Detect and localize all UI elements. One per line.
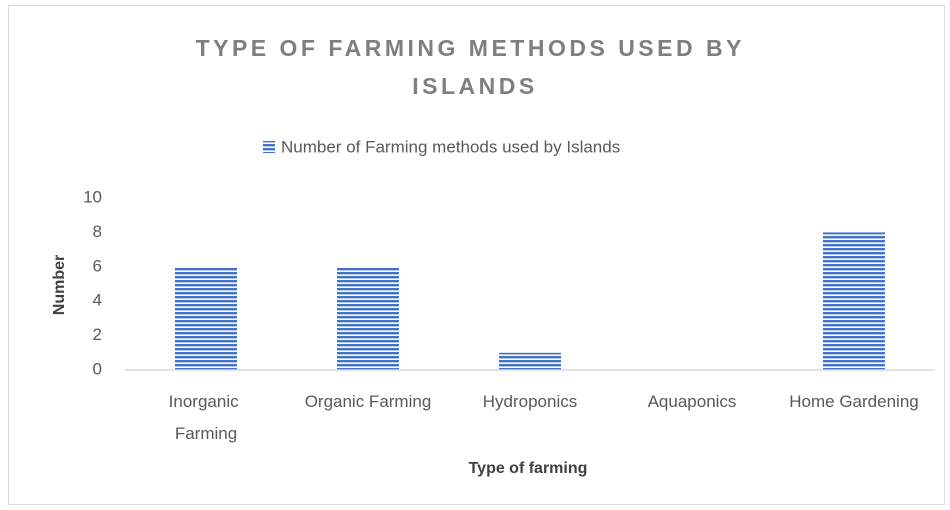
y-tick-label: 4 xyxy=(93,291,102,310)
legend-swatch xyxy=(263,141,275,153)
chart-title: TYPE OF FARMING METHODS USED BY ISLANDS xyxy=(196,35,755,99)
x-tick-label: Home Gardening xyxy=(789,392,918,411)
x-tick-label: Hydroponics xyxy=(483,392,578,411)
y-tick-label: 10 xyxy=(83,187,102,206)
y-tick-label: 8 xyxy=(93,222,102,241)
bar xyxy=(175,266,237,370)
bar xyxy=(823,232,885,370)
bar xyxy=(337,266,399,370)
x-axis-title: Type of farming xyxy=(469,460,588,477)
legend-label: Number of Farming methods used by Island… xyxy=(281,137,620,156)
y-tick-label: 0 xyxy=(93,359,102,378)
bar xyxy=(499,352,561,370)
chart-border xyxy=(8,5,945,505)
y-tick-label: 2 xyxy=(93,325,102,344)
y-axis-title: Number xyxy=(51,255,68,315)
x-tick-label: Organic Farming xyxy=(305,392,432,411)
y-tick-label: 6 xyxy=(93,256,102,275)
x-tick-label: Inorganic Farming xyxy=(169,392,244,443)
x-tick-label: Aquaponics xyxy=(648,392,737,411)
